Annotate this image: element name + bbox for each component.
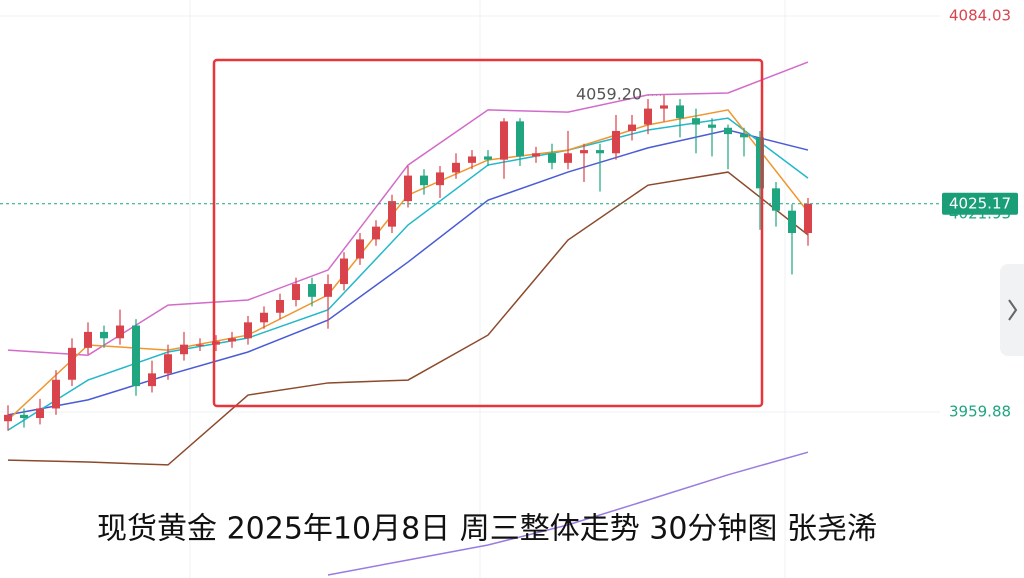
candle-body xyxy=(340,258,348,285)
candle-body xyxy=(596,150,604,154)
candle-body xyxy=(36,408,44,419)
candle-body xyxy=(772,188,780,211)
candle-body xyxy=(84,331,92,348)
candle-body xyxy=(500,121,508,160)
candle-body xyxy=(676,105,684,119)
candle-body xyxy=(516,121,524,157)
candle-body xyxy=(644,108,652,125)
overlay-line xyxy=(7,61,809,356)
chevron[interactable] xyxy=(1008,299,1018,321)
candle-body xyxy=(804,203,812,234)
candle-body xyxy=(452,162,460,173)
candle-body xyxy=(356,239,364,259)
candle-body xyxy=(4,414,12,422)
candle-body xyxy=(148,373,156,387)
candle-body xyxy=(388,201,396,227)
candle-body xyxy=(612,130,620,154)
candle-body xyxy=(532,153,540,157)
candle-body xyxy=(244,322,252,339)
candle-body xyxy=(692,118,700,125)
y-tick-label: 3959.88 xyxy=(949,403,1011,421)
candle-body xyxy=(420,175,428,186)
highlight-box xyxy=(212,58,764,408)
current-price-label: 4025.17 xyxy=(949,194,1011,212)
expand-button[interactable] xyxy=(1000,264,1024,356)
chart-title: 现货黄金 2025年10月8日 周三整体走势 30分钟图 张尧浠 xyxy=(97,512,877,547)
candle-body xyxy=(52,379,60,409)
candle-body xyxy=(180,344,188,355)
candle-body xyxy=(404,175,412,202)
candle-body xyxy=(196,344,204,346)
plot: 4059.20 xyxy=(0,15,940,576)
candle-body xyxy=(276,300,284,313)
candle-body xyxy=(100,331,108,339)
candle-body xyxy=(260,312,268,323)
candle-body xyxy=(68,347,76,380)
candle-body xyxy=(724,127,732,135)
candle-body xyxy=(212,341,220,345)
candle-body xyxy=(132,325,140,387)
candle-body xyxy=(20,414,28,419)
candle-body xyxy=(228,338,236,342)
candle-body xyxy=(308,284,316,297)
overlay-line xyxy=(7,171,809,466)
price-box xyxy=(942,192,1018,215)
candle-body xyxy=(660,105,668,109)
overlay-line xyxy=(327,451,809,576)
button-bg[interactable] xyxy=(1000,264,1024,356)
y-tick-label: 4084.03 xyxy=(949,7,1011,25)
candle-body xyxy=(580,150,588,154)
candle-body xyxy=(564,153,572,163)
candle-body xyxy=(372,226,380,240)
candle-body xyxy=(788,210,796,234)
annotation-label: 4059.20 xyxy=(576,85,642,104)
candle-body xyxy=(436,172,444,186)
candle-body xyxy=(324,284,332,297)
candle-body xyxy=(116,325,124,339)
candle-body xyxy=(628,124,636,131)
candle-body xyxy=(740,134,748,138)
candle-body xyxy=(708,124,716,128)
candle-body xyxy=(292,284,300,301)
candle-body xyxy=(548,153,556,163)
candle-body xyxy=(756,137,764,189)
overlay-line xyxy=(7,129,809,416)
candle-body xyxy=(468,156,476,163)
candle-body xyxy=(164,354,172,374)
overlay-line xyxy=(7,117,809,431)
candle-body xyxy=(484,156,492,160)
